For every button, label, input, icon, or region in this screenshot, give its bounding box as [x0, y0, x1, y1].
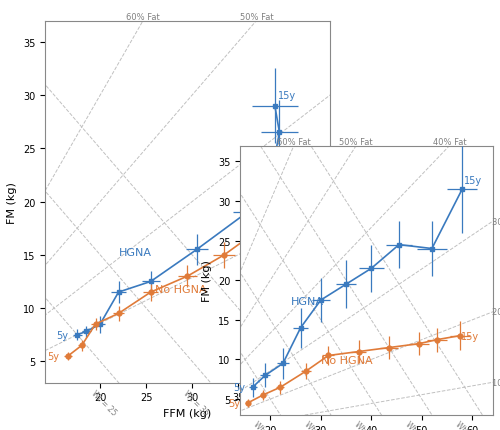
Text: 50% Fat: 50% Fat [340, 137, 373, 146]
Text: 5y: 5y [56, 330, 68, 340]
Text: 30% Fat: 30% Fat [492, 218, 500, 226]
Text: Wt = 25: Wt = 25 [252, 419, 280, 430]
Y-axis label: FM (kg): FM (kg) [202, 260, 212, 301]
Text: Wt = 45: Wt = 45 [274, 388, 302, 417]
Text: 5y: 5y [233, 382, 245, 392]
Text: Wt = 35: Wt = 35 [182, 388, 210, 417]
Y-axis label: FM (kg): FM (kg) [7, 181, 17, 223]
Text: Wt = 55: Wt = 55 [404, 419, 432, 430]
Text: Wt = 35: Wt = 35 [302, 419, 331, 430]
Text: No HGNA: No HGNA [156, 284, 207, 295]
Text: Wt = 45: Wt = 45 [353, 419, 382, 430]
Text: 20% Fat: 20% Fat [492, 308, 500, 316]
Text: Wt = 25: Wt = 25 [90, 388, 118, 417]
Text: 10% Fat: 10% Fat [492, 378, 500, 387]
Text: 15y: 15y [278, 91, 295, 101]
Text: 60% Fat: 60% Fat [277, 137, 310, 146]
Text: 30% Fat: 30% Fat [330, 205, 364, 214]
Text: Wt = 65: Wt = 65 [454, 419, 482, 430]
Text: No HGNA: No HGNA [321, 356, 372, 365]
X-axis label: FFM (kg): FFM (kg) [164, 408, 212, 418]
Text: 15y: 15y [464, 176, 482, 186]
Text: 40% Fat: 40% Fat [433, 137, 466, 146]
Text: 5y: 5y [47, 351, 59, 361]
Text: 5y: 5y [228, 398, 240, 408]
Text: 15y: 15y [300, 203, 318, 212]
Text: HGNA: HGNA [118, 247, 152, 257]
Text: 50% Fat: 50% Fat [240, 12, 274, 22]
Text: HGNA: HGNA [290, 296, 324, 306]
Text: 60% Fat: 60% Fat [126, 12, 160, 22]
Text: 15y: 15y [461, 331, 479, 341]
